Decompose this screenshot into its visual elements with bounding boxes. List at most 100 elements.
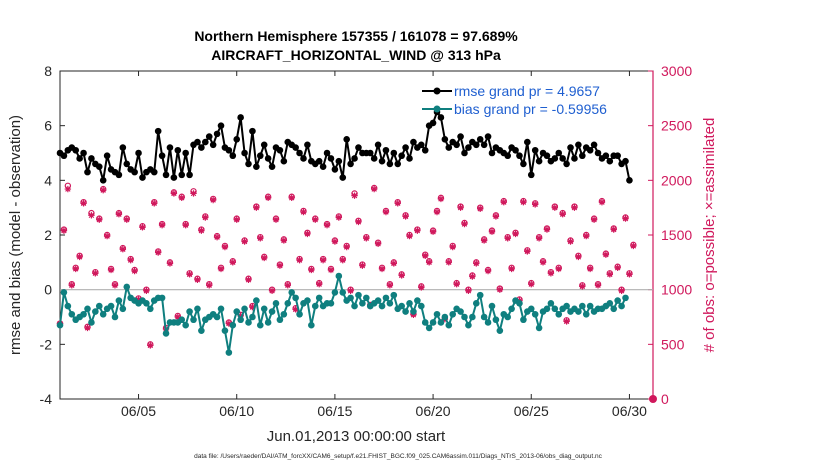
bias-point <box>582 310 590 318</box>
y-left-tick-label: 0 <box>44 282 52 298</box>
assimilated-obs-point <box>598 199 606 206</box>
bias-point <box>410 308 417 315</box>
assimilated-obs-point <box>64 185 72 193</box>
assimilated-obs-point <box>390 260 398 267</box>
rmse-point <box>115 171 123 179</box>
rmse-series <box>56 108 633 184</box>
y-right-tick-label: 1000 <box>661 282 692 298</box>
bias-point <box>469 313 476 321</box>
bias-point <box>64 302 72 310</box>
rmse-point <box>296 149 303 157</box>
bias-point <box>476 291 484 299</box>
legend-bias-marker <box>433 105 441 113</box>
rmse-point <box>315 157 323 165</box>
bias-point <box>331 289 339 296</box>
y-right-tick-label: 3000 <box>661 63 692 79</box>
assimilated-obs-point <box>147 342 154 349</box>
rmse-point <box>139 174 146 181</box>
x-tick-label: 06/30 <box>612 403 647 419</box>
bias-point <box>292 294 299 302</box>
bias-point <box>508 305 515 313</box>
assimilated-obs-point <box>579 283 586 290</box>
rmse-point <box>445 144 453 151</box>
bias-point <box>386 300 394 307</box>
assimilated-obs-point <box>473 260 480 267</box>
assimilated-obs-point <box>202 214 209 221</box>
assimilated-obs-point <box>610 226 617 233</box>
bias-point <box>351 302 358 310</box>
bias-point <box>449 310 457 318</box>
assimilated-obs-point <box>213 233 221 241</box>
bias-point <box>198 327 205 334</box>
bias-point <box>190 316 197 324</box>
assimilated-obs-point <box>139 224 146 231</box>
assimilated-obs-point <box>229 259 236 266</box>
bias-point <box>217 305 225 313</box>
bias-point <box>194 305 201 313</box>
assimilated-obs-point <box>166 260 174 267</box>
bias-point <box>107 302 115 310</box>
assimilated-obs-point <box>127 256 134 264</box>
bias-point <box>237 316 244 324</box>
assimilated-obs-point <box>531 201 539 208</box>
bias-point <box>111 313 119 321</box>
rmse-point <box>292 144 299 151</box>
assimilated-obs-point <box>563 318 570 325</box>
rmse-point <box>131 168 138 176</box>
rmse-point <box>162 171 170 179</box>
rmse-point <box>571 155 578 162</box>
bias-point <box>425 324 433 332</box>
assimilated-obs-point <box>433 208 441 216</box>
rmse-point <box>488 149 496 157</box>
rmse-point <box>88 155 95 162</box>
legend-rmse-marker <box>433 87 441 95</box>
rmse-point <box>465 144 472 151</box>
bias-point <box>398 302 405 310</box>
assimilated-obs-point <box>453 281 460 288</box>
assimilated-obs-point <box>492 213 500 220</box>
assimilated-obs-point <box>351 192 358 199</box>
x-tick-label: 06/20 <box>416 403 451 419</box>
bias-point <box>68 310 76 318</box>
rmse-point <box>347 160 354 168</box>
rmse-point <box>103 152 111 160</box>
assimilated-obs-point <box>504 235 511 242</box>
bias-point <box>417 302 425 310</box>
chart-title-line1: Northern Hemisphere 157355 / 161078 = 97… <box>194 28 518 44</box>
assimilated-obs-point <box>343 243 350 251</box>
rmse-point <box>394 160 402 168</box>
rmse-point <box>579 152 586 160</box>
rmse-point <box>178 171 186 179</box>
legend: rmse grand pr = 4.9657 bias grand pr = -… <box>422 83 607 117</box>
y-right-tick-label: 0 <box>661 391 669 407</box>
y-right-tick-label: 500 <box>661 336 685 352</box>
bias-point <box>327 300 335 307</box>
assimilated-obs-point <box>602 251 610 258</box>
assimilated-obs-point <box>198 227 205 234</box>
assimilated-obs-point <box>261 254 268 262</box>
rmse-point <box>402 144 409 151</box>
bias-point <box>119 305 127 313</box>
assimilated-obs-point <box>268 287 276 294</box>
rmse-point <box>253 163 260 170</box>
bias-point <box>347 294 354 302</box>
rmse-point <box>622 157 629 165</box>
rmse-point <box>441 136 449 143</box>
bias-point <box>229 321 237 329</box>
assimilated-obs-point <box>296 256 303 264</box>
bias-point <box>355 291 362 299</box>
bias-point <box>143 300 150 307</box>
assimilated-obs-point <box>575 253 582 261</box>
data-file-footer: data file: /Users/raeder/DAI/ATM_forcXX/… <box>194 453 603 460</box>
assimilated-obs-point <box>606 271 614 278</box>
assimilated-obs-point <box>477 205 484 212</box>
rmse-point <box>304 141 311 149</box>
rmse-point <box>233 136 241 143</box>
assimilated-obs-point <box>233 216 240 223</box>
rmse-point <box>504 152 511 160</box>
rmse-point <box>374 141 382 149</box>
bias-point <box>80 310 87 318</box>
rmse-point <box>398 152 405 160</box>
rmse-point <box>99 177 107 184</box>
rmse-point <box>319 163 327 170</box>
